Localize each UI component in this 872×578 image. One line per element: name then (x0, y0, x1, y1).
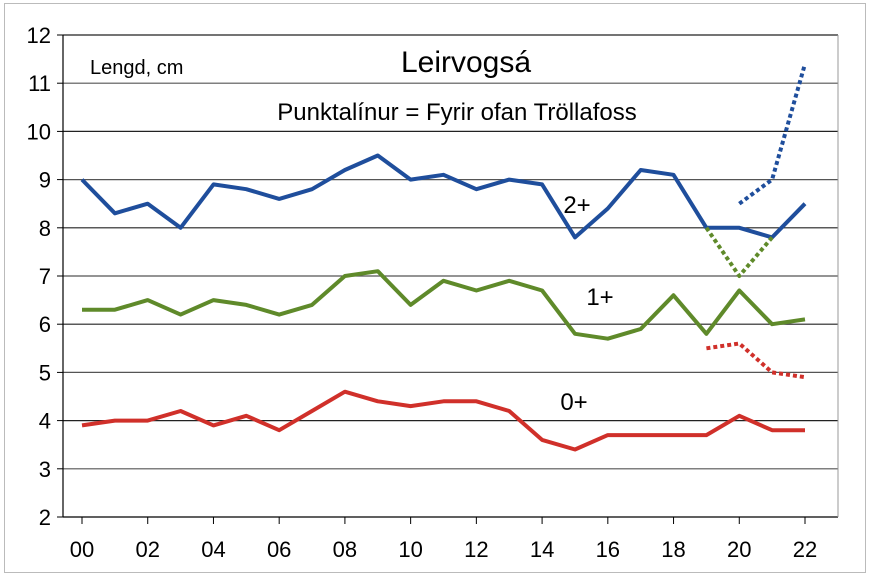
series-lines (80, 63, 807, 452)
y-tick-label: 2 (39, 505, 51, 530)
y-tick-label: 11 (28, 71, 51, 96)
series-line-2- (80, 153, 807, 240)
y-tick-label: 7 (39, 264, 51, 289)
y-tick-label: 8 (39, 216, 51, 241)
x-tick-label: 16 (596, 537, 620, 562)
series-line-1-ofan-tr-llafoss (704, 226, 774, 278)
x-tick-label: 02 (135, 537, 159, 562)
chart-frame (4, 3, 866, 573)
y-tick-label: 9 (39, 168, 51, 193)
series-line-2-ofan-tr-llafoss (738, 63, 807, 206)
series-line-0- (81, 389, 805, 452)
x-tick-label: 06 (267, 537, 291, 562)
y-axis-label: Lengd, cm (90, 57, 183, 79)
x-tick-label: 14 (530, 537, 554, 562)
axes: 2 3 4 5 6 7 8 9 10 11 12 00 02 04 06 08 10 12 14 16 18 20 22 (27, 23, 839, 562)
x-tick-label: 18 (661, 537, 685, 562)
x-tick-label: 04 (201, 537, 225, 562)
series-line-0-ofan-tr-llafoss (706, 341, 806, 380)
x-tick-label: 22 (793, 537, 817, 562)
series-label-1plus: 1+ (586, 284, 613, 311)
x-tick-label: 00 (70, 537, 94, 562)
series-label-0plus: 0+ (560, 389, 587, 416)
y-tick-label: 12 (27, 23, 51, 48)
x-tick-label: 20 (727, 537, 751, 562)
x-tick-label: 10 (398, 537, 422, 562)
chart-title: Leirvogsá (401, 46, 531, 79)
y-tick-label: 6 (39, 312, 51, 337)
x-tick-label: 08 (333, 537, 357, 562)
x-tick-label: 12 (464, 537, 488, 562)
y-tick-label: 10 (27, 119, 51, 144)
gridlines (63, 34, 838, 470)
y-tick-label: 5 (39, 360, 51, 385)
series-line-1- (82, 269, 806, 341)
chart-subtitle: Punktalínur = Fyrir ofan Tröllafoss (277, 99, 636, 126)
y-tick-label: 3 (39, 457, 51, 482)
y-tick-label: 4 (39, 409, 51, 434)
series-label-2plus: 2+ (563, 192, 590, 219)
